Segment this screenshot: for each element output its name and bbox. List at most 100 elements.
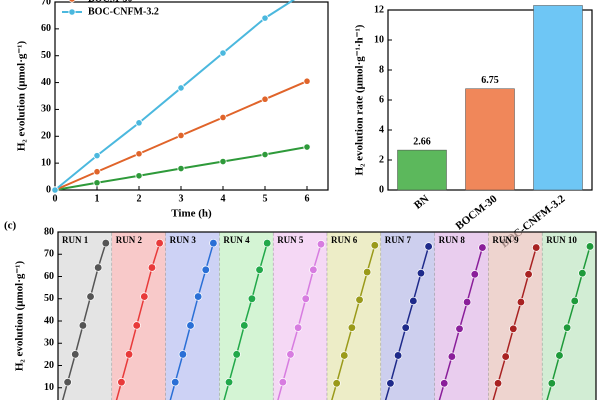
marker	[355, 295, 364, 305]
marker	[286, 350, 295, 359]
marker	[447, 352, 457, 361]
marker	[209, 238, 218, 248]
marker	[219, 157, 227, 166]
run-background	[380, 231, 435, 400]
y-axis-label: H₂ evolution (μmol·g⁻¹)	[14, 261, 26, 372]
marker	[201, 265, 210, 274]
y-tick-label: 10	[44, 382, 54, 393]
bar	[533, 5, 583, 191]
marker	[86, 292, 95, 301]
marker	[309, 265, 318, 274]
x-tick-label: 4	[221, 193, 226, 204]
x-tick-label: 2	[137, 193, 142, 204]
y-tick-label: 0	[46, 184, 51, 195]
marker	[493, 379, 503, 388]
marker	[532, 243, 541, 252]
run-label: RUN 10	[546, 235, 577, 245]
marker	[401, 323, 410, 332]
marker	[232, 350, 241, 359]
run-background	[541, 231, 597, 400]
marker	[186, 321, 195, 330]
y-tick-label: 50	[41, 50, 51, 61]
legend-marker	[68, 8, 76, 16]
run-background	[272, 231, 328, 400]
marker	[462, 297, 472, 307]
y-tick-label: 80	[44, 226, 54, 237]
bar-value-label: 2.66	[413, 136, 431, 147]
marker	[416, 269, 426, 278]
marker	[261, 150, 269, 159]
run-background	[326, 231, 382, 400]
marker	[562, 323, 572, 332]
x-tick-label: 6	[305, 193, 310, 204]
y-axis-label: H₂ evolution (μmol·g⁻¹)	[16, 41, 28, 152]
marker	[135, 172, 143, 180]
marker	[293, 323, 303, 332]
y-tick-label: 30	[41, 104, 51, 115]
x-tick-label: 5	[263, 193, 268, 204]
x-axis-label: Time (h)	[171, 208, 212, 220]
bar-value-label: 6.75	[481, 75, 499, 86]
marker	[93, 179, 101, 187]
marker	[135, 150, 143, 158]
marker	[570, 296, 579, 306]
marker	[78, 321, 88, 330]
marker	[224, 378, 234, 387]
marker	[555, 351, 564, 360]
panel-label: (c)	[4, 220, 17, 232]
marker	[101, 238, 110, 248]
y-tick-label: 30	[44, 338, 54, 349]
x-tick-label: 3	[179, 193, 184, 204]
marker	[370, 241, 379, 250]
marker	[478, 243, 487, 252]
y-tick-label: 20	[44, 360, 54, 371]
y-tick-label: 50	[44, 293, 54, 304]
marker	[93, 168, 101, 176]
marker	[240, 321, 249, 330]
y-tick-label: 4	[379, 124, 384, 135]
bar	[397, 149, 447, 191]
marker	[63, 378, 72, 387]
run-label: RUN 4	[223, 235, 250, 245]
marker	[247, 294, 257, 303]
marker	[193, 292, 203, 301]
run-label: RUN 3	[170, 235, 197, 245]
marker	[424, 242, 433, 251]
x-tick-label: 0	[53, 193, 58, 204]
marker	[301, 294, 310, 303]
marker	[455, 324, 464, 333]
marker	[51, 186, 59, 194]
bar-value-label: 12.3	[549, 0, 567, 3]
marker	[303, 143, 311, 151]
marker	[470, 270, 479, 279]
marker	[509, 324, 518, 333]
y-tick-label: 60	[44, 271, 54, 282]
y-tick-label: 70	[41, 0, 51, 7]
marker	[178, 350, 188, 359]
legend-label: BOCM-30	[88, 0, 132, 4]
y-tick-label: 10	[374, 34, 384, 45]
marker	[516, 297, 526, 307]
marker	[303, 77, 311, 85]
marker	[547, 379, 556, 388]
marker	[219, 113, 227, 122]
y-tick-label: 20	[41, 131, 51, 142]
marker	[177, 164, 185, 173]
marker	[440, 379, 449, 388]
run-label: RUN 1	[62, 235, 89, 245]
y-tick-label: 40	[44, 315, 54, 326]
marker	[124, 350, 134, 359]
y-tick-label: 2	[379, 154, 384, 165]
marker	[524, 270, 533, 279]
marker	[147, 263, 157, 272]
run-label: RUN 5	[277, 235, 304, 245]
marker	[171, 378, 180, 387]
y-tick-label: 40	[41, 77, 51, 88]
marker	[340, 351, 349, 360]
marker	[393, 351, 403, 360]
marker	[94, 263, 103, 272]
marker	[132, 321, 141, 330]
legend-label: BOC-CNFM-3.2	[88, 6, 159, 17]
marker	[409, 296, 418, 306]
